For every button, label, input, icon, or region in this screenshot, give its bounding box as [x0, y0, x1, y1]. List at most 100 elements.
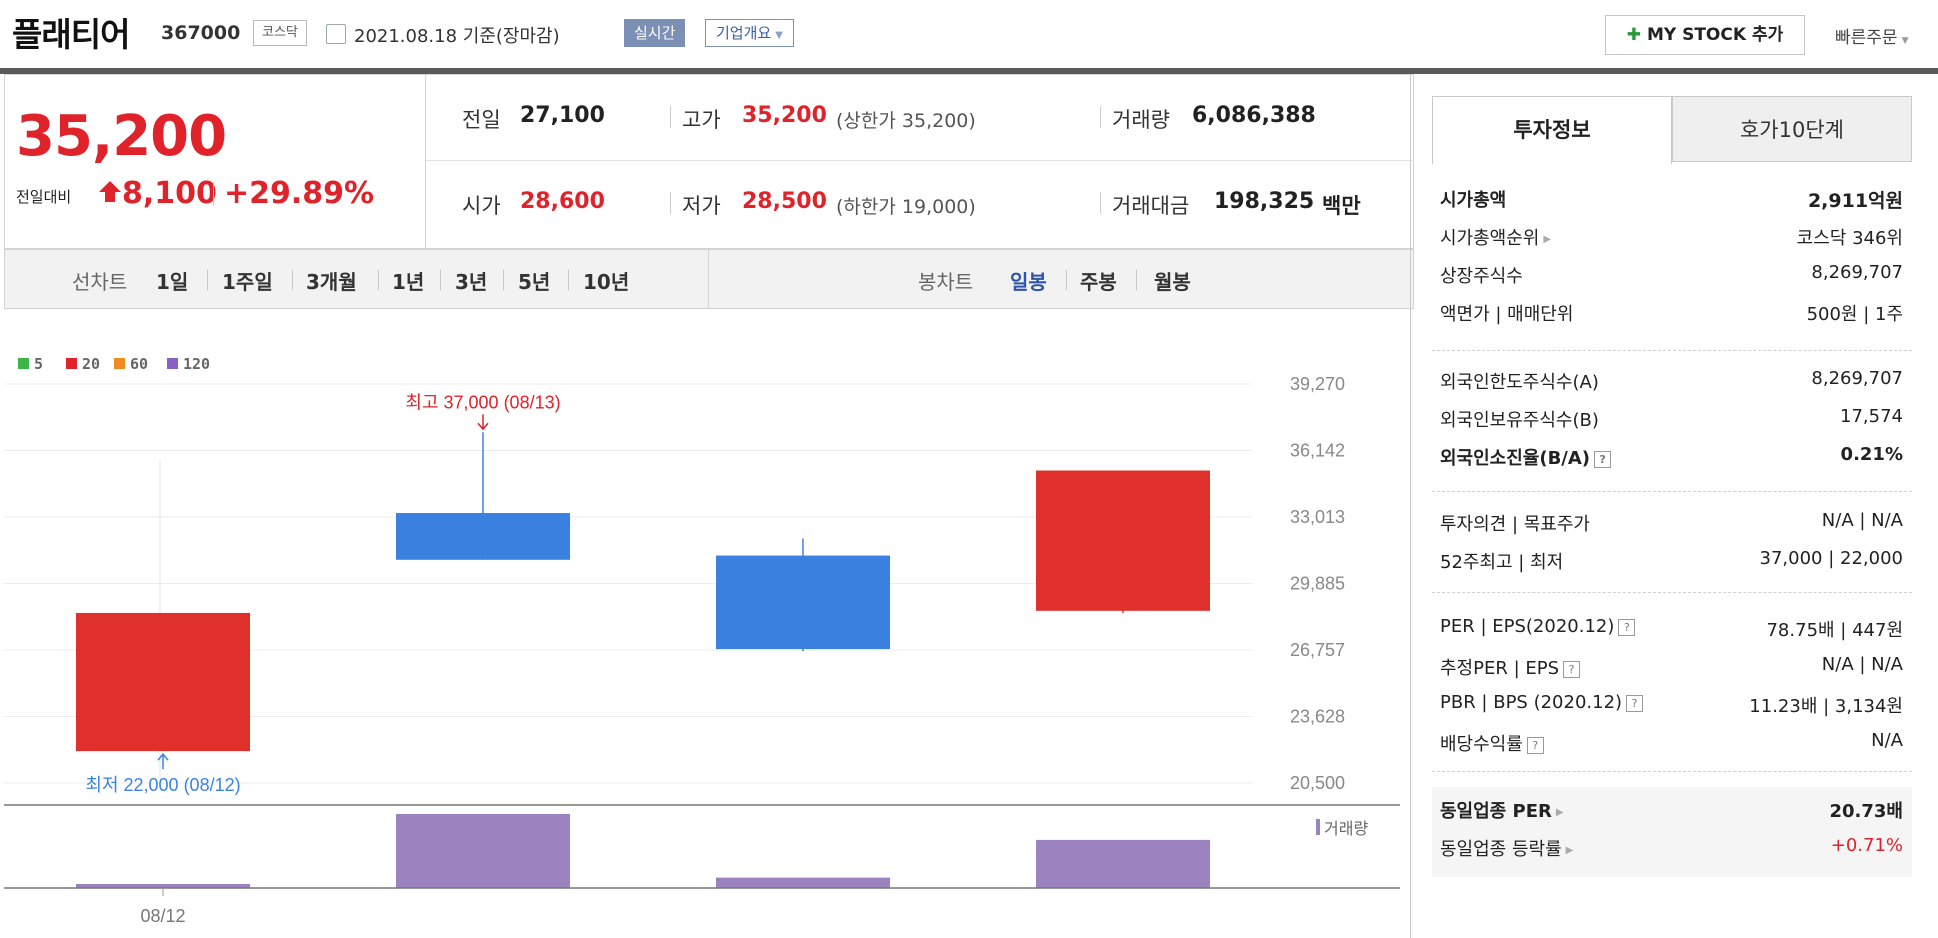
- tab-bar-divider: [708, 249, 709, 309]
- tab-1w[interactable]: 1주일: [222, 270, 273, 294]
- industry-section-bg: [1432, 787, 1912, 877]
- info-row: 상장주식수 8,269,707: [1440, 262, 1903, 298]
- tab-separator: [503, 270, 504, 290]
- info-row-value: 500원 | 1주: [1806, 304, 1903, 325]
- tab-monthly-candle[interactable]: 월봉: [1154, 270, 1191, 294]
- price-summary-box: [4, 74, 1414, 249]
- open-label: 시가: [462, 194, 501, 218]
- amount-value: 198,325: [1214, 189, 1315, 214]
- chart-tab-bar: [4, 249, 1414, 309]
- tab-separator: [378, 270, 379, 290]
- volume-bar: [396, 814, 570, 888]
- legend-label: 20: [82, 355, 100, 373]
- price-change: 8,100: [122, 176, 217, 211]
- volume-label: 거래량: [1112, 108, 1170, 132]
- help-icon[interactable]: ?: [1626, 694, 1644, 712]
- price-box-divider: [425, 74, 426, 249]
- caret-right-icon[interactable]: ▶: [1543, 233, 1552, 245]
- stock-code: 367000: [161, 22, 241, 44]
- info-section-divider: [1432, 771, 1912, 772]
- current-price: 35,200: [16, 104, 227, 169]
- tab-1d[interactable]: 1일: [156, 270, 189, 294]
- info-row-value: 8,269,707: [1811, 262, 1903, 283]
- info-row-label: 시가총액: [1440, 190, 1507, 211]
- candle-body: [76, 612, 250, 752]
- help-icon[interactable]: ?: [1563, 660, 1581, 678]
- tab-3y[interactable]: 3년: [455, 270, 488, 294]
- y-tick-label: 33,013: [1290, 507, 1345, 527]
- row-separator: [1100, 192, 1101, 214]
- plus-icon: ✚: [1626, 25, 1647, 45]
- row-separator: [670, 192, 671, 214]
- y-tick-label: 26,757: [1290, 640, 1345, 660]
- info-row-value: 11.23배 | 3,134원: [1749, 696, 1903, 717]
- info-row-label: 52주최고 | 최저: [1440, 552, 1564, 573]
- calendar-icon: [326, 24, 346, 44]
- info-row-value: 17,574: [1840, 406, 1903, 427]
- y-tick-label: 39,270: [1290, 374, 1345, 394]
- info-row: 액면가 | 매매단위 500원 | 1주: [1440, 300, 1903, 336]
- legend-swatch: [18, 358, 29, 369]
- help-icon[interactable]: ?: [1594, 450, 1612, 468]
- legend-label: 120: [183, 355, 210, 373]
- company-overview-dropdown[interactable]: 기업개요 ▼: [705, 19, 794, 47]
- tab-1y[interactable]: 1년: [392, 270, 425, 294]
- y-tick-label: 23,628: [1290, 707, 1345, 727]
- down-arrow-icon: [477, 414, 489, 431]
- info-row: PBR | BPS (2020.12)? 11.23배 | 3,134원: [1440, 692, 1903, 728]
- info-row-value: 2,911억원: [1807, 190, 1903, 212]
- y-tick-label: 36,142: [1290, 441, 1345, 461]
- quick-order-label: 빠른주문: [1835, 28, 1898, 48]
- volume-bar: [716, 877, 890, 888]
- amount-label: 거래대금: [1112, 194, 1190, 218]
- line-chart-label: 선차트: [72, 270, 128, 294]
- candlestick-chart: 5 20 60 120 39,270 36,142 33,013 29,885 26,757 23…: [4, 355, 1400, 926]
- help-icon[interactable]: ?: [1618, 618, 1636, 636]
- info-row: 52주최고 | 최저 37,000 | 22,000: [1440, 548, 1903, 584]
- info-row-value: N/A | N/A: [1821, 510, 1903, 531]
- tab-10y[interactable]: 10년: [583, 270, 630, 294]
- low-annotation: 최저 22,000 (08/12): [85, 775, 240, 795]
- caret-right-icon[interactable]: ▶: [1565, 844, 1574, 856]
- info-row: 배당수익률? N/A: [1440, 730, 1903, 766]
- row-separator: [670, 106, 671, 128]
- add-my-stock-button[interactable]: ✚ MY STOCK 추가: [1605, 15, 1805, 55]
- realtime-button[interactable]: 실시간: [624, 19, 686, 47]
- info-row-label: 시가총액순위 ▶: [1440, 228, 1552, 249]
- info-row-label: 상장주식수: [1440, 266, 1523, 287]
- info-row: 시가총액 2,911억원: [1440, 186, 1903, 222]
- high-value: 35,200: [742, 103, 827, 128]
- add-my-stock-label: MY STOCK 추가: [1646, 25, 1784, 45]
- tab-invest-info[interactable]: 투자정보: [1432, 96, 1672, 164]
- help-icon[interactable]: ?: [1526, 736, 1544, 754]
- tab-separator: [1066, 270, 1067, 290]
- x-tick-label: 08/12: [140, 906, 185, 926]
- low-label: 저가: [682, 194, 721, 218]
- info-section-divider: [1432, 592, 1912, 593]
- volume-legend-swatch: [1316, 819, 1320, 835]
- lower-limit: (하한가 19,000): [836, 196, 976, 218]
- tab-daily-candle[interactable]: 일봉: [1010, 270, 1047, 294]
- quick-order-dropdown[interactable]: 빠른주문 ▼: [1835, 23, 1908, 48]
- candle-body: [396, 513, 570, 560]
- tab-separator: [440, 270, 441, 290]
- company-overview-label: 기업개요: [716, 24, 772, 42]
- info-row-value: N/A | N/A: [1821, 654, 1903, 675]
- y-tick-label: 20,500: [1290, 773, 1345, 793]
- info-row: 동일업종 PER ▶ 20.73배: [1440, 797, 1903, 833]
- tab-orderbook[interactable]: 호가10단계: [1672, 96, 1912, 162]
- info-row-value: 0.21%: [1840, 444, 1903, 465]
- info-row-label: 외국인보유주식수(B): [1440, 410, 1599, 431]
- chevron-down-icon: ▼: [1901, 36, 1909, 46]
- info-row-label: PBR | BPS (2020.12)?: [1440, 692, 1644, 713]
- tab-3m[interactable]: 3개월: [306, 270, 357, 294]
- info-row-value: 8,269,707: [1811, 368, 1903, 389]
- caret-right-icon[interactable]: ▶: [1555, 806, 1564, 818]
- legend-swatch: [167, 358, 178, 369]
- chevron-down-icon: ▼: [775, 30, 783, 41]
- info-row: 시가총액순위 ▶ 코스닥 346위: [1440, 224, 1903, 260]
- info-row: 외국인소진율(B/A)? 0.21%: [1440, 444, 1903, 480]
- tab-weekly-candle[interactable]: 주봉: [1080, 270, 1117, 294]
- info-row: 투자의견 | 목표주가 N/A | N/A: [1440, 510, 1903, 546]
- tab-5y[interactable]: 5년: [518, 270, 551, 294]
